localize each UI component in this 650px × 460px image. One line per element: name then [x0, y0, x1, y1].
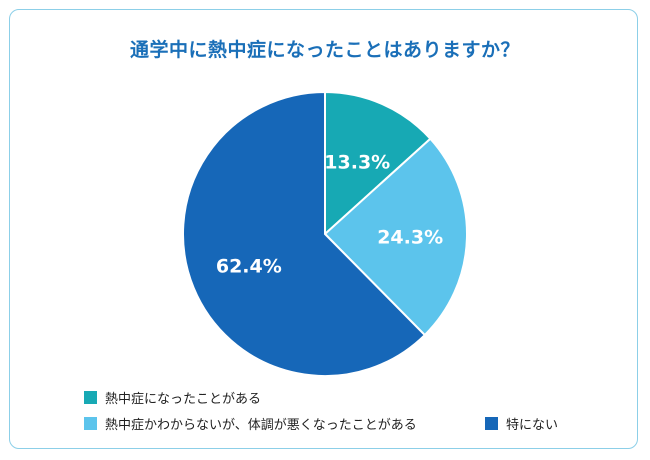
- legend-label-heatstroke: 熱中症になったことがある: [105, 392, 262, 407]
- legend-swatch-none: [485, 417, 498, 430]
- legend-item-felt-unwell: 熱中症かわからないが、体調が悪くなったことがある: [84, 414, 417, 433]
- pie-slice-felt-unwell: [323, 137, 468, 337]
- legend-item-none: 特にない: [485, 414, 558, 433]
- legend-swatch-felt-unwell: [84, 417, 97, 430]
- pie-slice-none: [182, 90, 427, 377]
- legend-item-heatstroke: 熱中症になったことがある: [84, 388, 261, 407]
- pie-label-heatstroke: 13.3%: [324, 151, 390, 173]
- pie-slice-heatstroke: [324, 90, 432, 237]
- legend-label-felt-unwell: 熱中症かわからないが、体調が悪くなったことがある: [105, 418, 417, 433]
- pie-label-none: 62.4%: [216, 255, 282, 277]
- pie-label-felt-unwell: 24.3%: [377, 226, 443, 248]
- legend-swatch-heatstroke: [84, 391, 97, 404]
- legend-label-none: 特にない: [506, 418, 559, 433]
- chart-title: 通学中に熱中症になったことはありますか？: [129, 39, 520, 61]
